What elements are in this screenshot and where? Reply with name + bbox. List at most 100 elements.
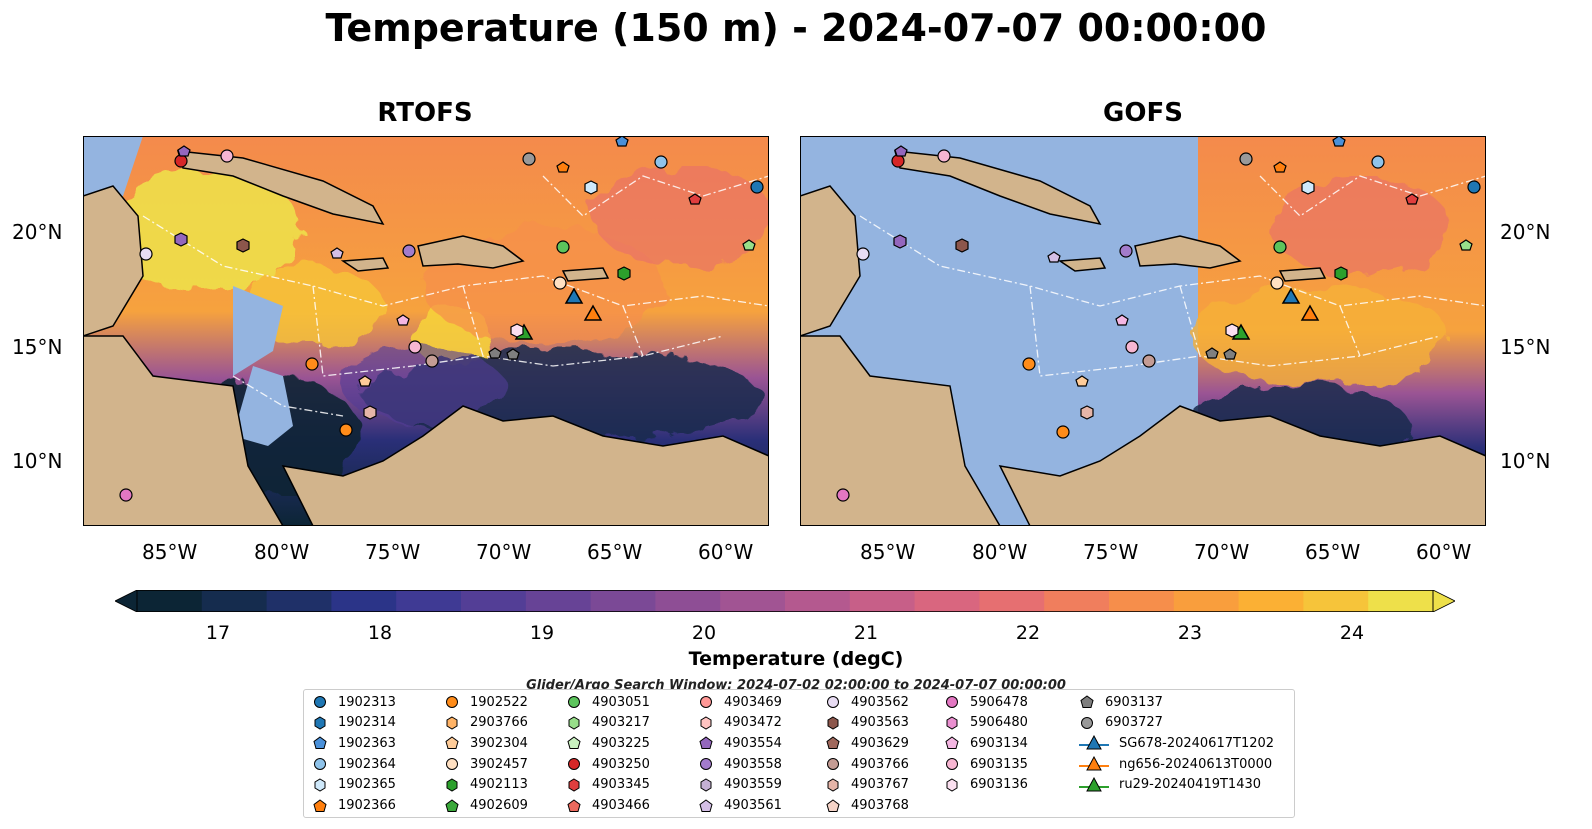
legend-item: 5906480 [944, 713, 1028, 733]
legend-label: 4903768 [851, 798, 909, 813]
colorbar-segment [331, 590, 397, 612]
circle-marker-icon [568, 758, 580, 771]
legend-label: 6903727 [1105, 715, 1163, 731]
hexagon-marker-icon [827, 778, 839, 792]
hexagon-marker-icon [568, 778, 580, 792]
circle-marker-icon [827, 696, 839, 708]
lon-label-rtofs: 60°W [698, 540, 754, 564]
lon-label-rtofs: 65°W [587, 540, 643, 564]
legend-label: 1902314 [338, 715, 396, 731]
figure-title: Temperature (150 m) - 2024-07-07 00:00:0… [325, 6, 1267, 50]
triangle-line-marker-icon [1079, 776, 1109, 792]
pentagon-marker-icon [313, 798, 327, 812]
lat-label-left: 20°N [12, 220, 63, 244]
legend-label: 5906480 [970, 715, 1028, 731]
legend-item: 4903629 [825, 733, 909, 753]
legend-label: 6903134 [970, 735, 1028, 751]
colorbar-segment [979, 590, 1045, 612]
lon-label-rtofs: 85°W [142, 540, 198, 564]
colorbar-tick-label: 18 [367, 622, 393, 644]
glider-ng656-marker [1300, 304, 1320, 321]
hexagon-marker-icon [700, 716, 712, 730]
legend-item: 4903217 [566, 713, 650, 733]
legend-item: 4903766 [825, 754, 909, 774]
hexagon-marker-icon [314, 716, 326, 730]
legend-item: 4903051 [566, 692, 650, 712]
land-mass [83, 150, 769, 526]
glider-triangles[interactable] [1231, 287, 1320, 340]
legend-label: ng656-20240613T0000 [1119, 756, 1273, 772]
triangle-line-marker-icon [1079, 756, 1109, 771]
circle-marker-icon [1081, 716, 1093, 729]
legend-label: 4903554 [724, 735, 782, 751]
legend-item: 5906478 [944, 692, 1028, 712]
colorbar-tick-label: 17 [205, 622, 231, 644]
legend-item: SG678-20240617T1202 [1079, 733, 1274, 753]
legend-label: 6903137 [1105, 694, 1163, 710]
colorbar-segment [461, 590, 527, 612]
hexagon-marker-icon [314, 778, 326, 792]
legend-item: 1902364 [312, 754, 396, 774]
colorbar-tick-label: 20 [691, 622, 717, 644]
eez-boundaries [142, 175, 769, 417]
legend-label: 4903629 [851, 735, 909, 751]
legend-item: 4903768 [825, 796, 909, 816]
legend-item: 1902314 [312, 713, 396, 733]
legend-item: 4903472 [698, 713, 782, 733]
legend-item: 4903469 [698, 692, 782, 712]
pentagon-marker-icon [445, 798, 459, 812]
legend-label: 5906478 [970, 694, 1028, 710]
lat-label-right: 15°N [1500, 335, 1551, 359]
legend-label: 4903472 [724, 715, 782, 731]
circle-marker-icon [946, 758, 958, 771]
legend-item: 3902304 [444, 733, 528, 753]
pentagon-marker-icon [699, 798, 713, 812]
argo-floats[interactable] [836, 136, 1481, 502]
colorbar-segment [137, 590, 203, 612]
legend-item: 4903561 [698, 796, 782, 816]
lon-label-rtofs: 75°W [365, 540, 421, 564]
legend-label: 3902457 [470, 756, 528, 772]
colorbar-segment [266, 590, 332, 612]
legend-item: 1902365 [312, 775, 396, 795]
colorbar-segment [1368, 590, 1434, 612]
gofs-map[interactable] [800, 136, 1486, 526]
legend-label: 4903217 [592, 715, 650, 731]
legend-item: 1902522 [444, 692, 528, 712]
rtofs-map[interactable] [83, 136, 769, 526]
legend-item: 3902457 [444, 754, 528, 774]
lon-label-gofs: 60°W [1416, 540, 1472, 564]
hexagon-marker-icon [946, 778, 958, 792]
legend-label: 1902366 [338, 798, 396, 813]
legend-label: 4903469 [724, 694, 782, 710]
legend-label: 4903345 [592, 777, 650, 793]
legend-item: 4903563 [825, 713, 909, 733]
legend-item: 4903225 [566, 733, 650, 753]
argo-floats[interactable] [119, 136, 764, 502]
legend-item: 4903767 [825, 775, 909, 795]
legend-item: 4903345 [566, 775, 650, 795]
lon-label-rtofs: 80°W [254, 540, 310, 564]
legend-item: 4902609 [444, 796, 528, 816]
legend: 1902313 1902314 1902363 1902364 1902365 19023… [303, 689, 1295, 818]
legend-item: 6903136 [944, 775, 1028, 795]
legend-item: 1902313 [312, 692, 396, 712]
legend-item: ru29-20240419T1430 [1079, 775, 1261, 795]
legend-item: 1902363 [312, 733, 396, 753]
legend-label: ru29-20240419T1430 [1119, 777, 1262, 793]
legend-item: 4903559 [698, 775, 782, 795]
legend-label: 1902365 [338, 777, 396, 793]
lon-label-gofs: 75°W [1083, 540, 1139, 564]
colorbar-segment [720, 590, 786, 612]
pentagon-marker-icon [567, 736, 581, 750]
legend-label: 4903562 [851, 694, 909, 710]
rtofs-panel-title: RTOFS [377, 98, 473, 128]
circle-marker-icon [568, 696, 580, 708]
circle-marker-icon [446, 758, 458, 771]
legend-label: 4903767 [851, 777, 909, 793]
legend-label: 1902364 [338, 756, 396, 772]
colorbar [115, 590, 1455, 612]
legend-item: 4903554 [698, 733, 782, 753]
colorbar-tick-label: 22 [1015, 622, 1041, 644]
circle-marker-icon [827, 758, 839, 771]
